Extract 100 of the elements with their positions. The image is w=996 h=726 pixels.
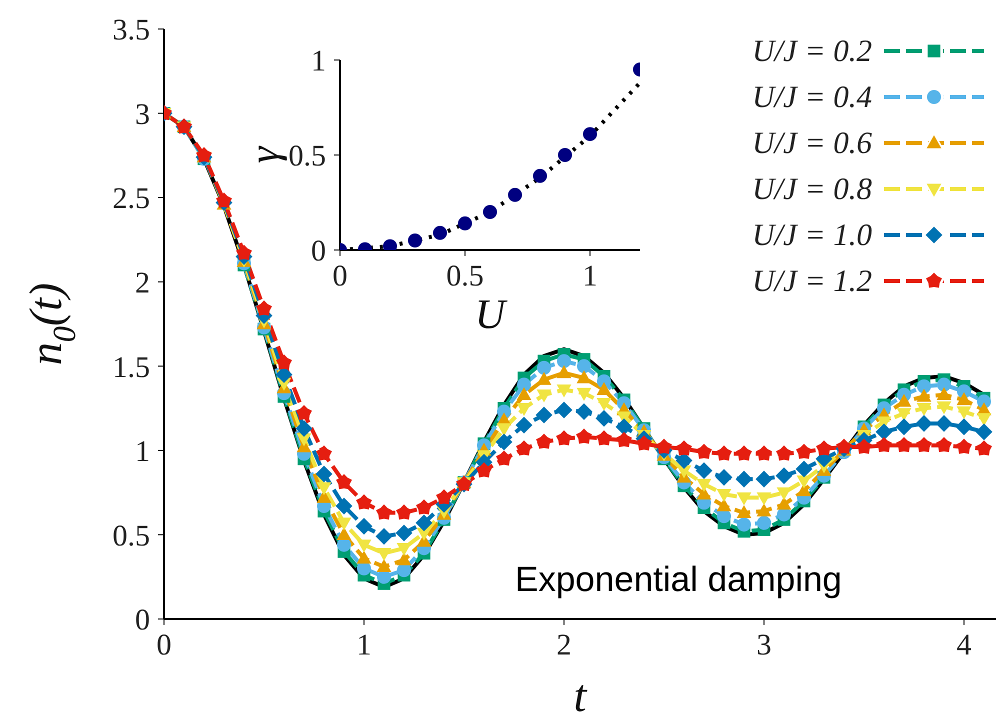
point (576, 388, 592, 401)
point (536, 390, 552, 402)
point (537, 360, 551, 375)
point (676, 440, 692, 456)
point (876, 423, 892, 440)
point (776, 445, 792, 461)
legend-label: U/J = 0.4 (752, 79, 872, 115)
point (956, 406, 972, 420)
point (577, 359, 591, 374)
x-tick-label: 0 (332, 259, 348, 292)
point (696, 462, 712, 480)
point (756, 470, 772, 488)
point (356, 550, 372, 564)
point (936, 401, 952, 414)
point (376, 548, 392, 561)
point (596, 398, 612, 411)
point (416, 514, 432, 532)
point (616, 432, 632, 448)
point (876, 436, 892, 452)
point (956, 392, 972, 406)
point (816, 440, 832, 456)
y-tick-label: 2.5 (112, 182, 150, 216)
point (316, 445, 332, 461)
point (416, 499, 432, 515)
point (896, 436, 912, 452)
x-tick-label: 0 (156, 628, 172, 662)
y-tick-label: 1 (311, 44, 326, 78)
point (376, 559, 392, 572)
y-tick-label: 0 (311, 234, 326, 268)
legend-label: U/J = 0.2 (752, 33, 872, 69)
point (596, 410, 612, 427)
x-tick-label: 3 (756, 628, 772, 662)
legend-label: U/J = 0.8 (752, 171, 872, 207)
point (916, 436, 932, 452)
point (776, 467, 792, 484)
y-tick-label: 3 (135, 98, 150, 131)
point (436, 489, 452, 504)
point (596, 430, 612, 446)
point (916, 403, 932, 416)
point (516, 416, 532, 434)
point (916, 415, 932, 432)
point (483, 205, 497, 219)
point (716, 445, 732, 461)
point (296, 420, 312, 437)
point (556, 384, 572, 398)
x-tick-label: 2 (556, 628, 572, 662)
point (796, 460, 812, 478)
y-tick-label: 1 (135, 435, 150, 468)
point (516, 440, 532, 456)
point (596, 382, 612, 395)
point (433, 226, 447, 240)
point (576, 403, 592, 420)
point (756, 492, 772, 506)
point (936, 387, 952, 400)
point (976, 423, 992, 440)
point (796, 476, 812, 488)
y-axis-title: γ (242, 145, 288, 164)
point (276, 354, 292, 370)
point (937, 378, 951, 392)
point (896, 418, 912, 436)
legend-label: U/J = 0.6 (752, 125, 872, 161)
point (536, 406, 552, 424)
y-tick-label: 0.5 (112, 519, 150, 552)
point (936, 436, 952, 452)
point (336, 527, 352, 540)
point (956, 438, 972, 454)
point (976, 440, 992, 456)
point (376, 528, 392, 545)
point (396, 542, 412, 556)
point (576, 428, 592, 444)
point (496, 434, 512, 450)
point (476, 462, 492, 478)
point (736, 470, 752, 488)
point (716, 498, 732, 512)
point (496, 450, 512, 466)
y-tick-label: 3.5 (112, 14, 150, 47)
point (916, 388, 932, 402)
point (757, 516, 771, 530)
point (556, 365, 572, 378)
point (336, 518, 352, 531)
point (458, 216, 472, 230)
point (396, 552, 412, 566)
point (956, 418, 972, 436)
point (736, 492, 752, 506)
point (716, 489, 732, 502)
point (558, 148, 572, 162)
y-tick-label: 1.5 (112, 350, 150, 384)
point (536, 372, 552, 385)
legend-label: U/J = 1.2 (752, 263, 872, 299)
point (917, 379, 931, 394)
point (836, 438, 852, 454)
point (336, 498, 352, 514)
point (756, 503, 772, 516)
point (737, 518, 751, 532)
point (776, 496, 792, 510)
point (396, 504, 412, 520)
x-tick-label: 1 (582, 259, 598, 292)
point (776, 487, 792, 500)
point (517, 378, 531, 392)
point (556, 402, 572, 418)
